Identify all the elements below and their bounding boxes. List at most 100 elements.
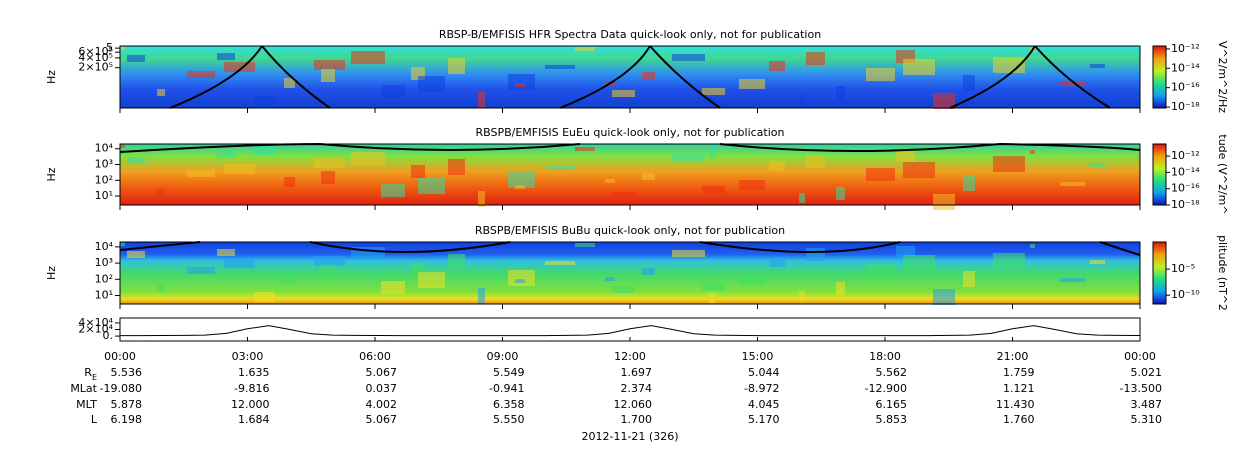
spectrogram-texture [933, 289, 955, 305]
colorbar-tick-label: 10⁻¹⁸ [1171, 100, 1200, 113]
ephemeris-value: -13.500 [1120, 382, 1162, 395]
ephemeris-value: 5.878 [111, 398, 143, 411]
spectrogram-texture [903, 255, 935, 271]
spectrogram-texture [411, 165, 425, 178]
spectrogram-texture [381, 281, 405, 294]
x-tick-label: 03:00 [232, 350, 264, 363]
ephemeris-value: -0.941 [489, 382, 524, 395]
spectrogram-texture [351, 152, 385, 165]
spectrogram-texture [1060, 278, 1085, 282]
spectrogram-texture [448, 254, 465, 270]
spectrogram-texture [739, 180, 765, 190]
spectrogram-texture [127, 55, 145, 62]
boundary-curve [169, 45, 1111, 109]
y-tick-label: 10² [95, 272, 113, 285]
ephemeris-value: 1.760 [1003, 413, 1035, 426]
ephemeris-value: 2.374 [621, 382, 653, 395]
spectrogram-texture [515, 185, 525, 189]
spectrogram-texture [418, 76, 445, 92]
colorbar-tick-label: 10⁻¹⁴ [1171, 61, 1200, 74]
colorbar-label: V^2/m^2/Hz [1216, 41, 1229, 113]
spectrogram-texture [672, 154, 705, 161]
ephemeris-value: 1.700 [621, 413, 653, 426]
spectrogram-texture [799, 291, 805, 301]
ephemeris-value: 5.536 [111, 366, 143, 379]
ephemeris-value: 4.002 [366, 398, 398, 411]
y-tick-label: 0. [103, 329, 114, 342]
spectrogram-texture [1090, 163, 1105, 167]
ephemeris-value: 12.000 [231, 398, 270, 411]
spectrogram-texture [321, 171, 335, 184]
ephemeris-label-text: R [84, 366, 92, 379]
spectrogram-texture [836, 187, 845, 200]
spectrogram-texture [799, 95, 805, 105]
y-axis-label: Hz [45, 70, 58, 84]
spectrogram-texture [642, 72, 655, 79]
spectrogram-texture [806, 155, 825, 168]
ephemeris-value: 5.310 [1131, 413, 1163, 426]
spectrogram-texture [1090, 64, 1105, 68]
y-tick-label: 5 [106, 41, 113, 54]
x-tick-label: 12:00 [614, 350, 646, 363]
y-tick-label: 2×10⁵ [78, 61, 113, 74]
colorbar [1152, 45, 1167, 109]
spectrogram-texture [545, 261, 575, 265]
spectrogram-texture [217, 53, 235, 60]
spectrogram-texture [254, 292, 275, 302]
y-tick-label: 4×10⁴ [78, 316, 113, 329]
x-tick-label: 18:00 [869, 350, 901, 363]
spectrogram-texture [284, 177, 295, 187]
spectrogram-texture [575, 47, 595, 51]
spectrogram-texture [224, 258, 255, 268]
spectrogram-texture [321, 265, 335, 278]
spectrogram-texture [903, 162, 935, 178]
ephemeris-label: MLT [76, 398, 97, 411]
spectrogram-texture [120, 46, 125, 50]
colorbar-label: plitude (nT^2 [1216, 235, 1229, 311]
spectrogram-texture [314, 256, 345, 266]
spectrogram-texture [836, 282, 845, 295]
spectrogram-texture [709, 293, 715, 303]
spectrogram-texture [478, 92, 485, 108]
colorbar-tick-label: 10⁻¹⁰ [1171, 288, 1200, 301]
ephemeris-value: 4.045 [748, 398, 780, 411]
boundary-curve [119, 241, 1141, 256]
spectrogram-texture [769, 257, 785, 267]
spectrogram-texture [896, 149, 915, 162]
ephemeris-label: RE [84, 366, 97, 382]
ephemeris-value: 5.021 [1131, 366, 1163, 379]
ephemeris-value: 1.121 [1003, 382, 1035, 395]
colorbar-tick-label: 10⁻¹² [1171, 149, 1200, 162]
spectrogram-texture [605, 179, 615, 183]
y-tick-label: 10² [95, 173, 113, 186]
spectrogram-texture [993, 156, 1025, 172]
x-tick-label: 06:00 [359, 350, 391, 363]
ephemeris-value: -12.900 [865, 382, 907, 395]
ephemeris-value: 6.358 [493, 398, 525, 411]
spectrogram-texture [963, 75, 975, 91]
y-tick-label: 10⁴ [95, 142, 114, 155]
ephemeris-value: 1.697 [621, 366, 653, 379]
ephemeris-value: 1.684 [238, 413, 270, 426]
ephemeris-value: 5.549 [493, 366, 525, 379]
date-label: 2012-11-21 (326) [581, 430, 678, 443]
spectrogram-texture [508, 74, 535, 90]
colorbar-tick-label: 10⁻¹⁴ [1171, 165, 1200, 178]
spectrogram-texture [769, 161, 785, 171]
ephemeris-value: 5.562 [876, 366, 908, 379]
ephemeris-value: 1.635 [238, 366, 270, 379]
spectrogram-texture [478, 288, 485, 304]
spectrogram-texture [739, 79, 765, 89]
panel-title: RBSPB/EMFISIS BuBu quick-look only, not … [475, 224, 785, 237]
spectrogram-texture [120, 242, 125, 246]
spectrogram-texture [314, 60, 345, 70]
spectrogram-texture [545, 166, 575, 170]
spectrogram-texture [605, 277, 615, 281]
spectrogram-texture [836, 86, 845, 99]
spectrogram-texture [381, 85, 405, 98]
colorbar-tick-label: 10⁻¹² [1171, 42, 1200, 55]
ephemeris-value: 6.198 [111, 413, 143, 426]
spectrogram-texture [508, 172, 535, 188]
ephemeris-value: 6.165 [876, 398, 908, 411]
colorbar-tick-label: 10⁻¹⁶ [1171, 182, 1200, 195]
